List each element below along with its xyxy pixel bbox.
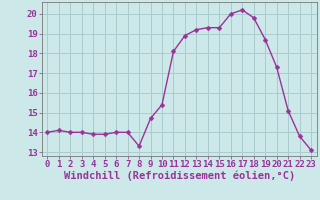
X-axis label: Windchill (Refroidissement éolien,°C): Windchill (Refroidissement éolien,°C) bbox=[64, 171, 295, 181]
